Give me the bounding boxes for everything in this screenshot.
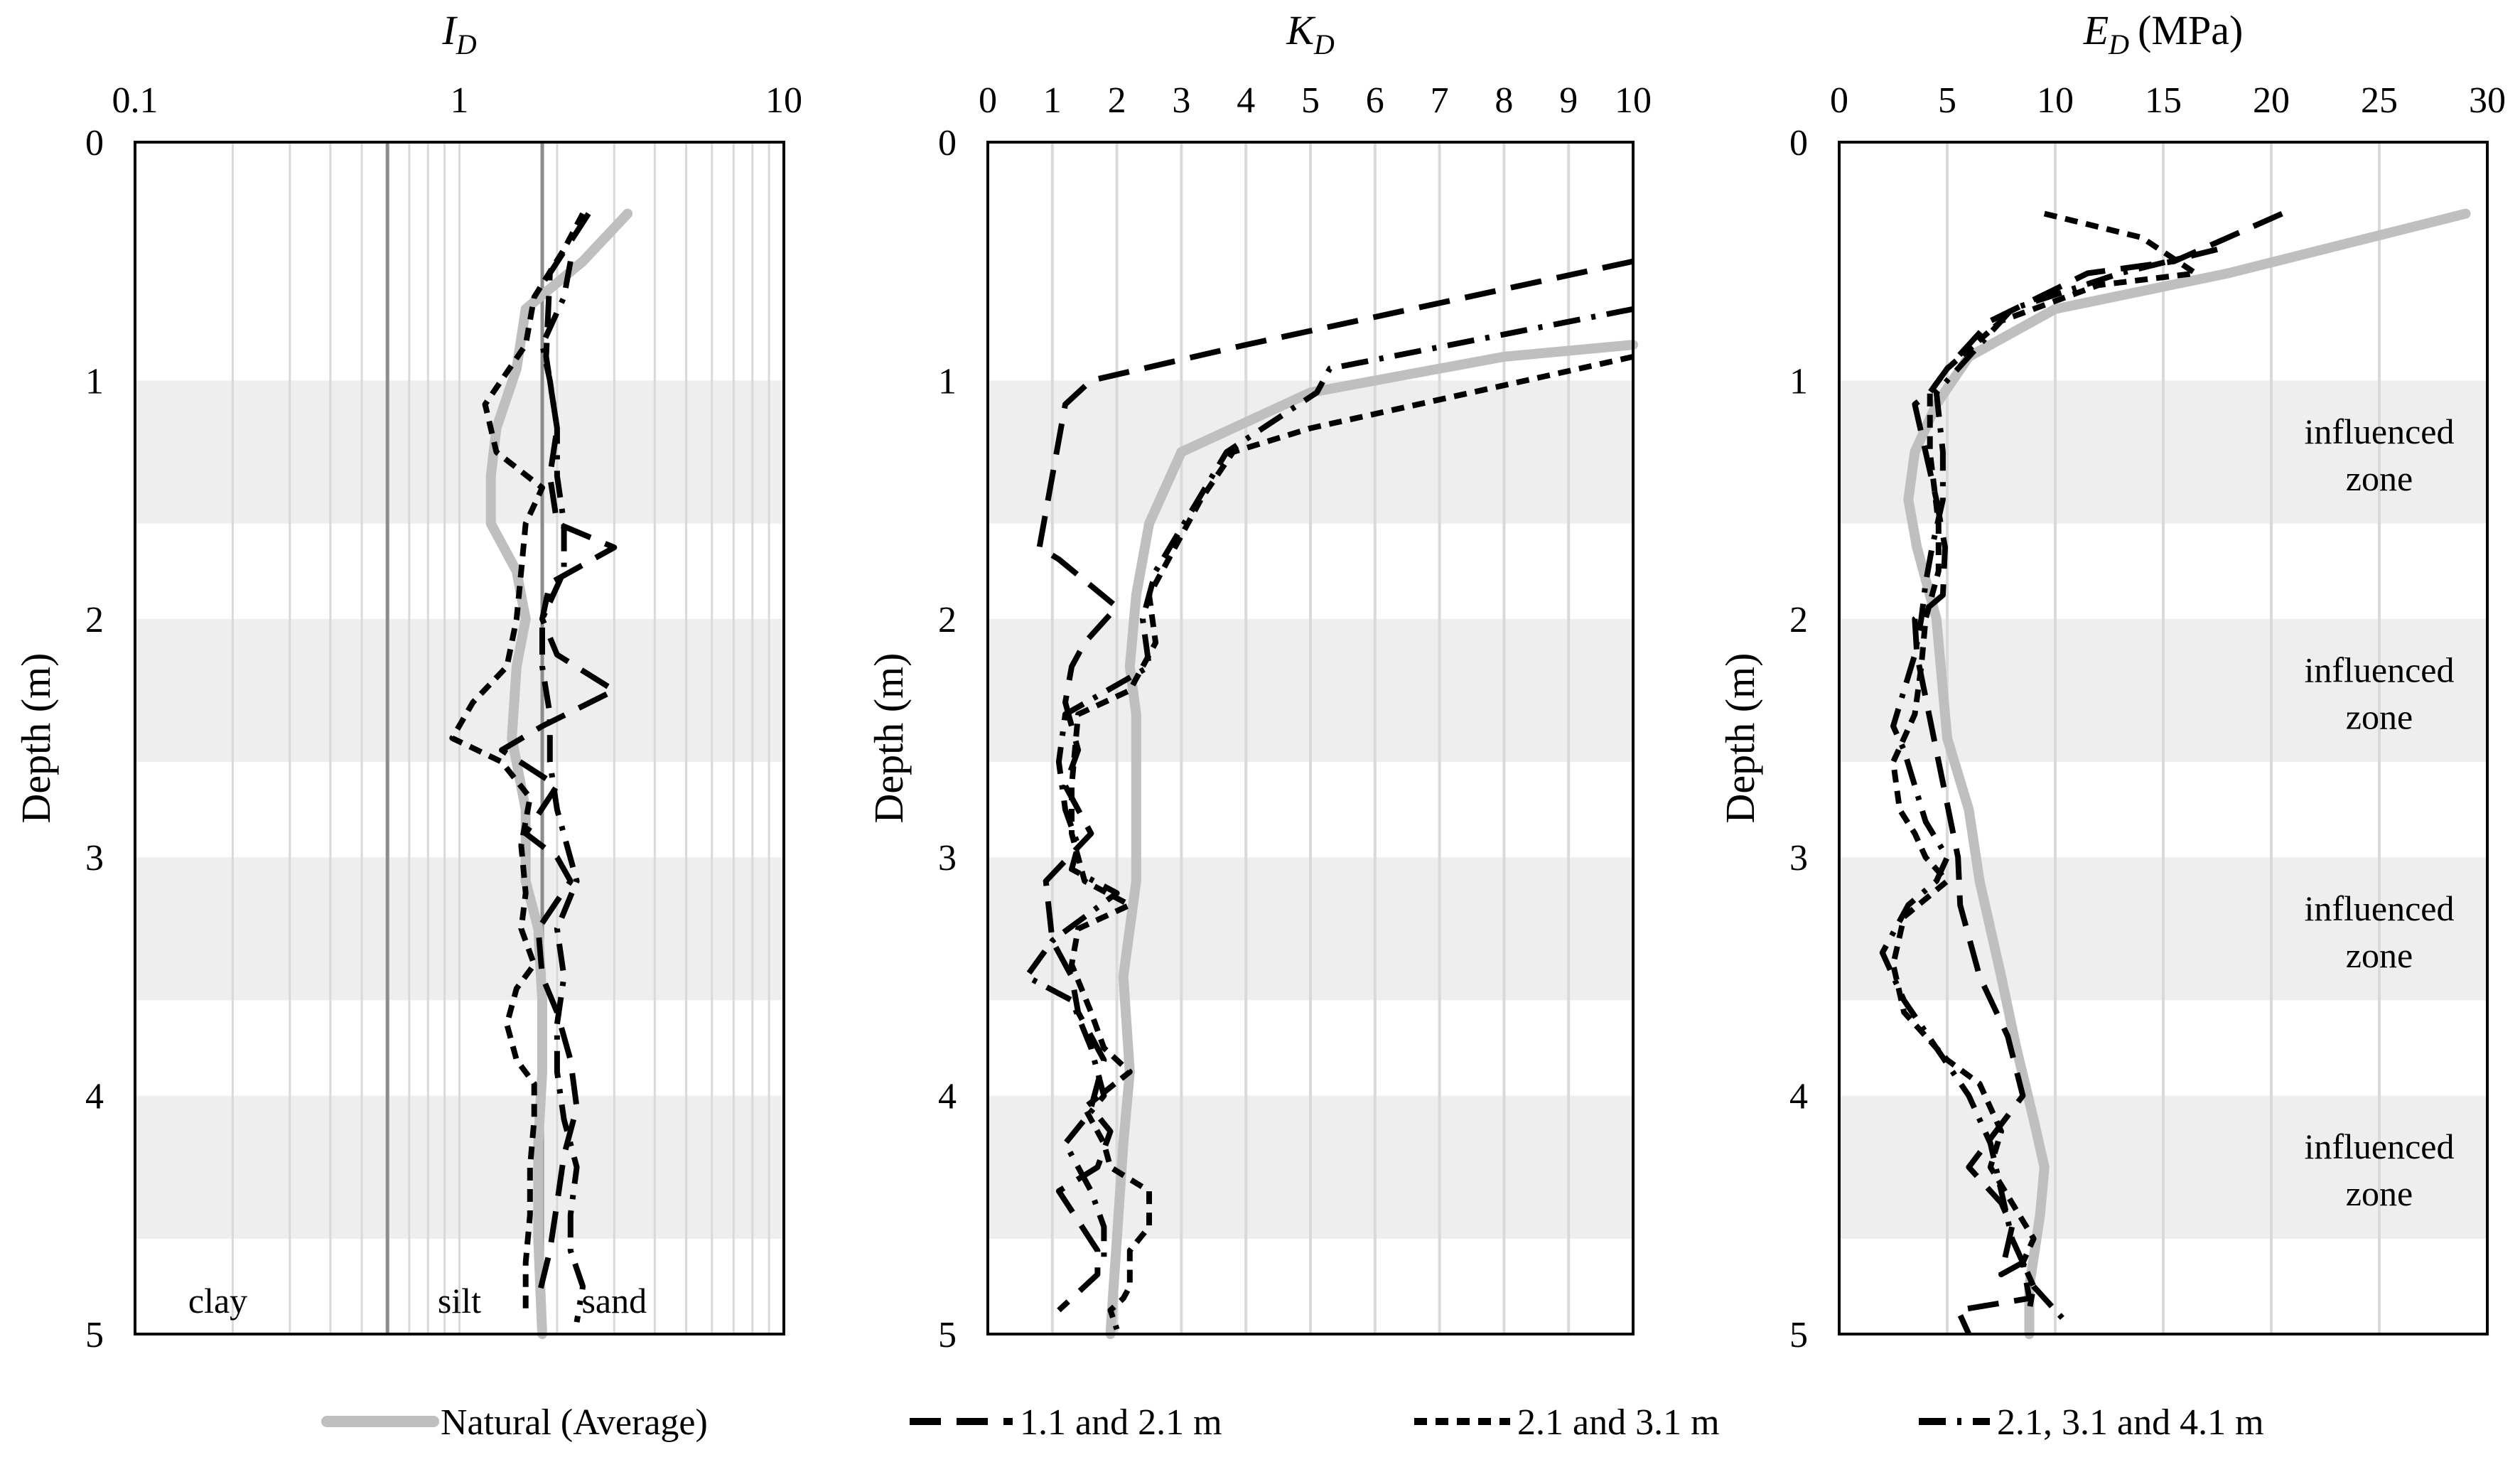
- y-tick-label: 2: [938, 600, 957, 640]
- legend-item: Natural (Average): [321, 1402, 708, 1443]
- influenced-zone-label: influenced: [2304, 650, 2454, 689]
- x-tick-label: 9: [1559, 80, 1578, 121]
- x-tick-label: 10: [2037, 80, 2074, 121]
- influenced-zone-label: zone: [2346, 1173, 2413, 1213]
- series-line-long-dash: [499, 212, 618, 1299]
- x-tick-label: 0: [979, 80, 997, 121]
- y-tick-label: 3: [85, 838, 104, 878]
- x-tick-label: 6: [1366, 80, 1384, 121]
- y-tick-label: 0: [938, 123, 957, 163]
- influenced-zone-label: influenced: [2304, 888, 2454, 928]
- x-tick-label: 10: [1615, 80, 1652, 121]
- legend-label: 2.1 and 3.1 m: [1517, 1402, 1720, 1443]
- y-tick-label: 4: [938, 1077, 957, 1117]
- y-tick-label: 5: [85, 1315, 104, 1355]
- plot-frame: [134, 141, 785, 1335]
- series-line-natural: [1105, 340, 1638, 1339]
- y-tick-label: 2: [1789, 600, 1808, 640]
- x-tick-label: 0.1: [112, 80, 158, 121]
- series-line-dash-dot: [1023, 306, 1634, 1263]
- series-line-long-dash: [1036, 258, 1634, 1313]
- y-tick-label: 1: [938, 361, 957, 402]
- y-axis-label: Depth (m): [866, 653, 912, 824]
- influenced-zone-label: zone: [2346, 935, 2413, 975]
- panel-title-subscript: D: [2108, 28, 2129, 60]
- series-line-short-dash: [449, 212, 586, 1311]
- panel-title: ID: [441, 7, 476, 60]
- soil-zone-label: silt: [438, 1281, 481, 1321]
- y-tick-label: 2: [85, 600, 104, 640]
- x-tick-label: 7: [1431, 80, 1449, 121]
- panel-title-main: I: [441, 7, 458, 53]
- y-tick-label: 1: [85, 361, 104, 402]
- panel-title-subscript: D: [456, 28, 477, 60]
- legend-item: 2.1, 3.1 and 4.1 m: [1919, 1402, 2264, 1443]
- panel-title-subscript: D: [1313, 28, 1335, 60]
- legend: Natural (Average) 1.1 and 2.1 m 2.1 and 3.…: [321, 1402, 2264, 1443]
- soil-zone-label: clay: [188, 1281, 247, 1321]
- x-tick-label: 2: [1108, 80, 1126, 121]
- x-tick-label: 15: [2145, 80, 2182, 121]
- panel-title-main: E: [2083, 7, 2109, 53]
- plot-frame: [986, 141, 1635, 1335]
- y-tick-label: 0: [85, 123, 104, 163]
- y-tick-label: 3: [1789, 838, 1808, 878]
- x-tick-label: 8: [1495, 80, 1513, 121]
- panel-title-main: K: [1286, 7, 1316, 53]
- y-tick-label: 0: [1789, 123, 1808, 163]
- y-tick-label: 5: [1789, 1315, 1808, 1355]
- influenced-zone-label: influenced: [2304, 412, 2454, 451]
- legend-label: 2.1, 3.1 and 4.1 m: [1997, 1402, 2264, 1443]
- legend-label: 1.1 and 2.1 m: [1020, 1402, 1222, 1443]
- y-tick-label: 5: [938, 1315, 957, 1355]
- soil-zone-label: sand: [581, 1281, 647, 1321]
- panel-3: 0 5 10 15 20 25 30 0 1 2 3 4 5 Depth (m) ED (MPa) influe…: [1717, 7, 2506, 1355]
- y-axis-label: Depth (m): [13, 653, 59, 824]
- x-tick-label: 1: [1043, 80, 1062, 121]
- series-line-short-dash: [1069, 353, 1634, 1331]
- influenced-zone-label: influenced: [2304, 1127, 2454, 1166]
- x-tick-label: 20: [2253, 80, 2290, 121]
- legend-label: Natural (Average): [441, 1402, 708, 1443]
- x-tick-label: 5: [1938, 80, 1956, 121]
- x-tick-label: 30: [2469, 80, 2506, 121]
- y-tick-label: 3: [938, 838, 957, 878]
- series-line-dash-dot: [539, 260, 586, 1323]
- legend-item: 1.1 and 2.1 m: [910, 1402, 1222, 1443]
- y-tick-label: 1: [1789, 361, 1808, 402]
- panel-title-unit: (MPa): [2138, 7, 2243, 53]
- x-tick-label: 1: [451, 80, 469, 121]
- x-tick-label: 0: [1830, 80, 1848, 121]
- plot-frame: [1838, 141, 2489, 1335]
- series-line-dash-dot: [1879, 247, 2218, 1324]
- series-line-natural: [485, 208, 633, 1339]
- series-line-short-dash: [1890, 210, 2199, 1311]
- y-tick-label: 4: [1789, 1077, 1808, 1117]
- y-tick-label: 4: [85, 1077, 104, 1117]
- influenced-zone-label: zone: [2346, 697, 2413, 736]
- x-tick-label: 4: [1237, 80, 1255, 121]
- x-tick-label: 10: [765, 80, 802, 121]
- panel-title: ED (MPa): [2083, 7, 2244, 60]
- panel-2: 0 1 2 3 4 5 6 7 8 9 10 0 1 2 3 4 5 Depth (m) KD: [866, 7, 1652, 1355]
- x-tick-label: 5: [1301, 80, 1320, 121]
- y-axis-label: Depth (m): [1717, 653, 1763, 824]
- panel-title: KD: [1286, 7, 1335, 60]
- legend-item: 2.1 and 3.1 m: [1414, 1402, 1720, 1443]
- influenced-zone-label: zone: [2346, 458, 2413, 498]
- x-tick-label: 25: [2361, 80, 2398, 121]
- x-tick-label: 3: [1172, 80, 1190, 121]
